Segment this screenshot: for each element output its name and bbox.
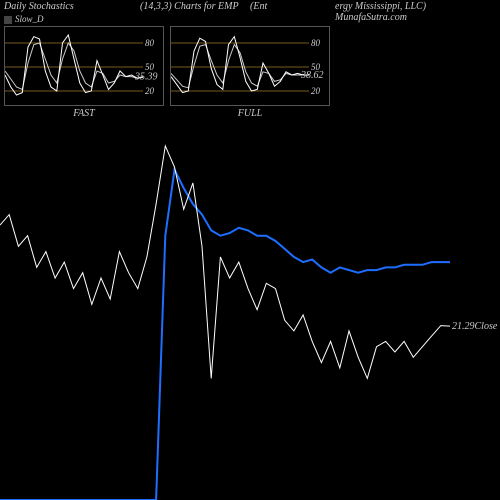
svg-text:80: 80: [311, 38, 321, 48]
title-seg1: Daily Stochastics: [4, 1, 74, 12]
legend-slow-d-label: Slow_D: [15, 14, 44, 25]
title-seg3: (Ent: [250, 1, 267, 12]
legend-slow-d: Slow_D: [4, 14, 44, 25]
svg-text:38.62: 38.62: [300, 70, 324, 81]
mini-chart-full-title: FULL: [238, 108, 262, 119]
main-chart-svg: 21.29Close: [0, 130, 500, 500]
svg-text:21.29Close: 21.29Close: [452, 321, 498, 332]
swatch-slow-d: [4, 16, 12, 24]
svg-text:50: 50: [145, 62, 155, 72]
mini-chart-fast: 20508035.39 FAST: [4, 26, 164, 106]
mini-chart-full-svg: 20508038.62: [171, 27, 331, 107]
svg-text:80: 80: [145, 38, 155, 48]
title-seg4: ergy Mississippi, LLC) MunafaSutra.com: [335, 1, 500, 23]
mini-chart-fast-svg: 20 50 80 35.39: [5, 27, 165, 107]
mini-chart-full: 20508038.62 FULL: [170, 26, 330, 106]
svg-text:20: 20: [145, 86, 155, 96]
header: Daily Stochastics (14,3,3) Charts for EM…: [0, 0, 500, 14]
svg-text:20: 20: [311, 86, 321, 96]
mini-chart-fast-title: FAST: [73, 108, 95, 119]
svg-text:35.39: 35.39: [134, 72, 158, 83]
mini-panels: 20508035.39 FAST 20508038.62 FULL: [4, 26, 330, 106]
main-chart: 21.29Close: [0, 130, 500, 500]
title-seg2: (14,3,3) Charts for EMP: [140, 1, 239, 12]
